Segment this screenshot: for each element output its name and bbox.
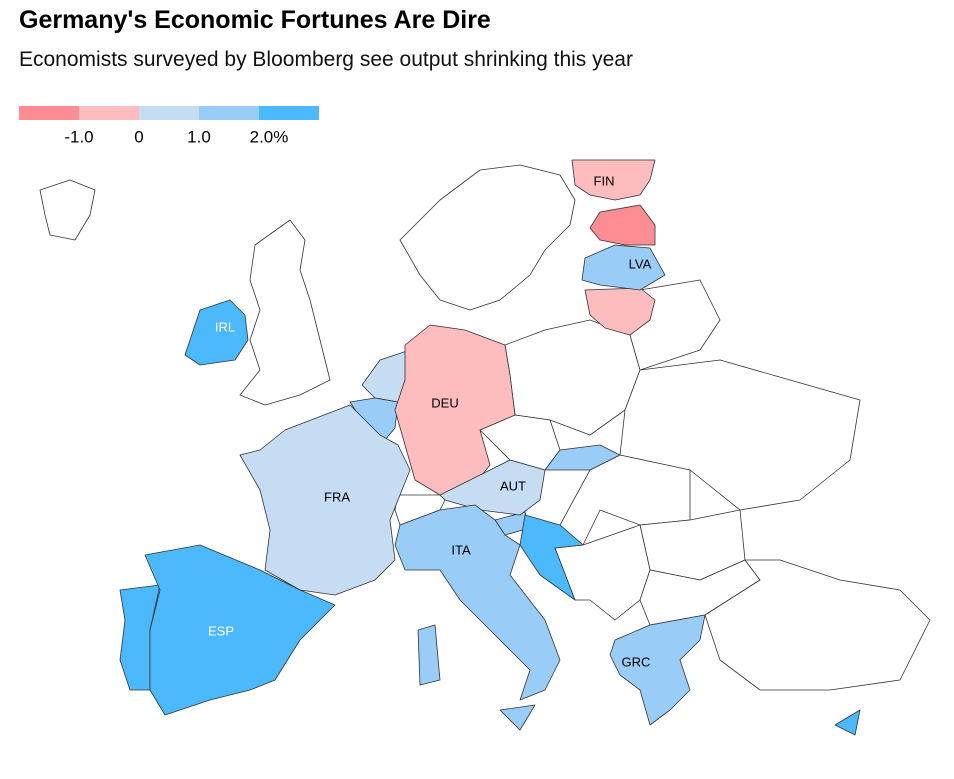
- country: [184, 299, 249, 366]
- country: [581, 244, 666, 291]
- country-label: FRA: [324, 489, 350, 504]
- country: [239, 404, 411, 596]
- country: [439, 459, 546, 516]
- country-label: DEU: [431, 395, 458, 410]
- country: [571, 159, 656, 201]
- country-label: ITA: [451, 542, 471, 557]
- legend-swatch: [19, 106, 79, 120]
- base-map: [39, 164, 931, 736]
- legend-swatch: [139, 106, 199, 120]
- country-label: GRC: [622, 654, 651, 669]
- country-label: FIN: [594, 173, 615, 188]
- country-label: AUT: [500, 478, 526, 493]
- country: [394, 324, 516, 496]
- title: Germany's Economic Fortunes Are Dire: [19, 6, 491, 34]
- legend-label: -1.0: [64, 127, 93, 146]
- legend-label: 1.0: [187, 127, 211, 146]
- legend-label: 0: [134, 127, 143, 146]
- country-label: IRL: [215, 319, 235, 334]
- legend-swatch: [259, 106, 319, 120]
- legend-label: 2.0%: [250, 127, 289, 146]
- legend-swatch: [79, 106, 139, 120]
- legend-swatch: [199, 106, 259, 120]
- country: [394, 504, 561, 701]
- country: [144, 544, 336, 716]
- country-label: LVA: [629, 256, 652, 271]
- country: [609, 614, 706, 726]
- country-label: ESP: [208, 623, 234, 638]
- subtitle: Economists surveyed by Bloomberg see out…: [19, 48, 633, 71]
